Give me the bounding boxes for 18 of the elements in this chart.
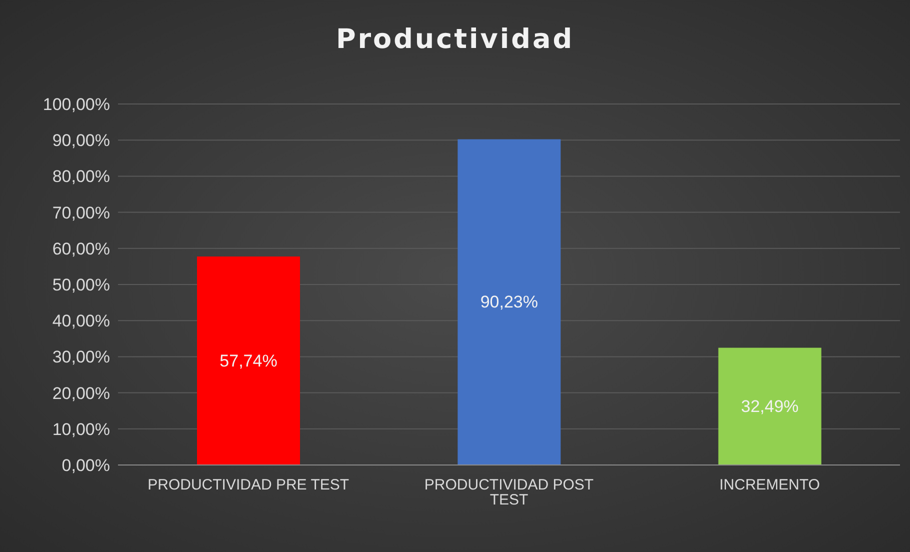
chart-title: Productividad xyxy=(334,24,576,55)
y-tick-label: 40,00% xyxy=(52,312,110,331)
x-tick-label: PRODUCTIVIDAD POST TEST xyxy=(424,476,594,509)
y-tick-label: 10,00% xyxy=(52,420,110,439)
data-label: 32,49% xyxy=(740,396,799,416)
data-label: 57,74% xyxy=(220,351,278,370)
y-tick-label: 0,00% xyxy=(62,456,110,476)
x-tick-label: INCREMENTO xyxy=(719,476,820,494)
data-label: 90,23% xyxy=(480,292,538,312)
y-tick-label: 70,00% xyxy=(52,203,110,222)
y-tick-label: 90,00% xyxy=(52,131,110,150)
y-tick-label: 80,00% xyxy=(52,167,110,186)
y-tick-label: 20,00% xyxy=(52,384,110,403)
x-tick-label: PRODUCTIVIDAD PRE TEST xyxy=(148,476,350,494)
y-tick-label: 100,00% xyxy=(42,95,110,114)
y-tick-label: 50,00% xyxy=(52,276,110,295)
y-tick-label: 30,00% xyxy=(52,348,110,367)
y-tick-label: 60,00% xyxy=(52,239,110,258)
